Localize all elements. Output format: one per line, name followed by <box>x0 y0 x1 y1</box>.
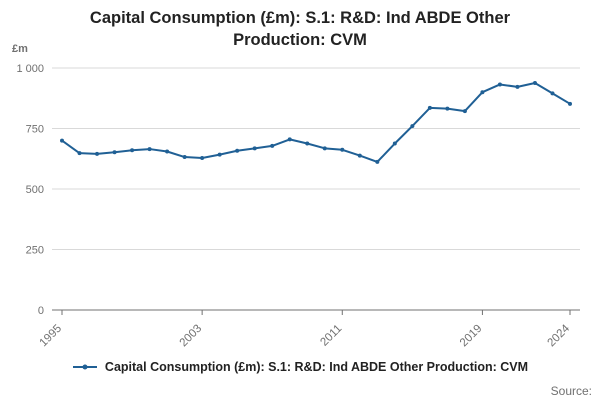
x-tick-label: 2003 <box>178 323 205 350</box>
chart-title: Capital Consumption (£m): S.1: R&D: Ind … <box>89 9 511 50</box>
data-point <box>200 156 205 161</box>
x-tick-label: 2019 <box>458 323 485 350</box>
data-point <box>182 155 187 160</box>
data-point <box>112 150 117 155</box>
y-axis-unit-label: £m <box>12 43 28 55</box>
data-point <box>340 147 345 152</box>
y-tick-label: 250 <box>26 245 44 257</box>
data-point <box>130 148 135 153</box>
data-point <box>322 146 327 151</box>
data-point <box>217 152 222 157</box>
data-point <box>235 148 240 153</box>
data-point <box>60 138 64 143</box>
data-point <box>497 82 502 87</box>
data-point <box>410 124 415 129</box>
data-point <box>270 143 275 148</box>
data-point <box>252 146 257 151</box>
data-point <box>77 151 82 156</box>
data-point <box>357 153 362 158</box>
data-point <box>95 151 100 156</box>
legend-label: Capital Consumption (£m): S.1: R&D: Ind … <box>104 360 529 374</box>
y-tick-label: 500 <box>26 184 44 196</box>
y-tick-label: 0 <box>38 305 44 317</box>
data-point <box>427 105 432 110</box>
legend-line-dot <box>82 364 88 370</box>
data-point <box>305 141 310 146</box>
y-tick-label: 1 000 <box>16 63 44 75</box>
x-tick-label: 2024 <box>546 322 573 349</box>
data-point <box>287 137 292 142</box>
data-point <box>147 147 152 152</box>
data-point <box>165 149 170 154</box>
data-point <box>568 101 572 106</box>
data-point <box>445 106 450 111</box>
legend: Capital Consumption (£m): S.1: R&D: Ind … <box>0 360 600 374</box>
y-tick-label: 750 <box>26 124 44 136</box>
x-tick-label: 1995 <box>38 323 65 350</box>
source-text: Source: <box>550 384 592 398</box>
data-point <box>375 159 380 164</box>
legend-line-icon <box>72 364 97 370</box>
data-point <box>392 141 397 146</box>
data-point <box>462 109 467 114</box>
data-point <box>480 90 485 95</box>
data-point <box>550 91 555 96</box>
data-line <box>61 82 571 163</box>
line-chart: 0 250 500 750 1 000 £m 1995 2003 2011 2019 2024 <box>12 43 580 350</box>
x-tick-label: 2011 <box>318 323 344 349</box>
data-point <box>532 81 537 86</box>
data-point <box>515 84 520 89</box>
